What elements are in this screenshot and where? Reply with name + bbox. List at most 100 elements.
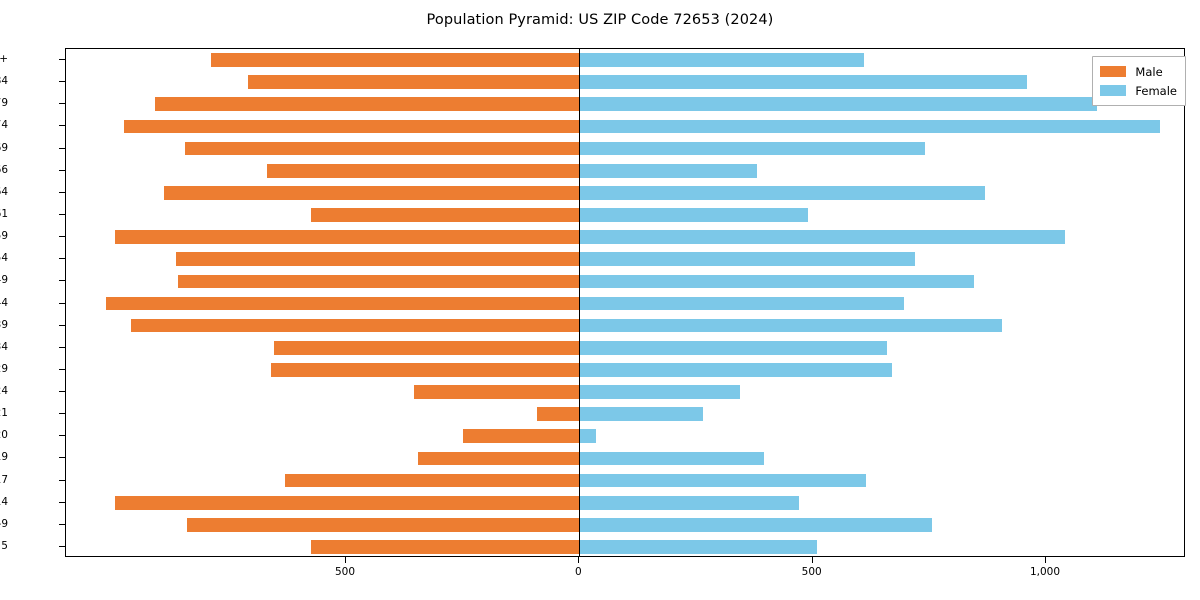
y-axis-tick-mark [59, 125, 65, 127]
bar-row [66, 495, 1184, 510]
y-axis-tick-mark [59, 81, 65, 83]
bar-male [175, 252, 580, 267]
y-axis-tick-label: 25-29 [0, 362, 8, 375]
y-axis-tick-label: 45-49 [0, 274, 8, 287]
y-axis-tick-mark [59, 391, 65, 393]
y-axis-tick-label: 60-61 [0, 207, 8, 220]
bar-female [579, 340, 888, 355]
x-axis-tick-mark [811, 557, 813, 563]
x-axis-tick-mark [345, 557, 346, 563]
bar-row [66, 119, 1184, 134]
y-axis-tick-mark [59, 435, 65, 437]
bar-row [66, 429, 1184, 444]
y-axis-tick-mark [59, 213, 65, 215]
y-axis-tick-mark [59, 324, 65, 326]
bar-female [579, 473, 867, 488]
bar-female [579, 296, 904, 311]
chart-legend: Male Female [1092, 56, 1186, 106]
x-axis-tick-mark [578, 557, 580, 563]
bar-male [187, 517, 580, 532]
center-axis-line [578, 49, 580, 556]
y-axis-tick-label: 5-9 [0, 517, 8, 530]
bar-female [579, 540, 818, 554]
bar-female [579, 75, 1028, 90]
y-axis-tick-label: 22-24 [0, 385, 8, 398]
bar-row [66, 451, 1184, 466]
bar-female [579, 185, 986, 200]
plot-area [65, 48, 1185, 557]
y-axis-tick-label: 10-14 [0, 495, 8, 508]
bar-row [66, 318, 1184, 333]
bar-male [185, 141, 580, 156]
bar-row [66, 252, 1184, 267]
y-axis-tick-label: 15-17 [0, 473, 8, 486]
y-axis-tick-mark [59, 346, 65, 348]
bar-row [66, 97, 1184, 112]
bar-male [311, 540, 580, 554]
bar-male [537, 407, 580, 421]
y-axis-tick-label: 80-84 [0, 75, 8, 88]
bar-row [66, 517, 1184, 532]
bar-row [66, 363, 1184, 377]
bar-female [579, 495, 799, 510]
bar-row [66, 75, 1184, 90]
bar-male [311, 208, 580, 222]
bar-female [579, 318, 1002, 333]
y-axis-tick-label: 50-54 [0, 252, 8, 265]
y-axis-tick-label: 55-59 [0, 230, 8, 243]
bar-row [66, 53, 1184, 67]
bar-male [266, 163, 580, 178]
bar-male [115, 230, 580, 244]
y-axis-tick-mark [59, 545, 65, 547]
bar-male [418, 451, 580, 466]
bar-male [124, 119, 580, 134]
bar-row [66, 163, 1184, 178]
bar-female [579, 363, 892, 377]
chart-title: Population Pyramid: US ZIP Code 72653 (2… [426, 12, 774, 28]
bar-male [131, 318, 580, 333]
bar-female [579, 274, 974, 289]
y-axis-tick-label: 20 [0, 429, 8, 442]
bar-row [66, 208, 1184, 222]
bars-layer [66, 49, 1184, 556]
legend-item: Female [1100, 81, 1177, 100]
bar-male [248, 75, 580, 90]
y-axis-tick-label: 62-64 [0, 185, 8, 198]
y-axis-tick-mark [59, 103, 65, 105]
y-axis-tick-mark [59, 368, 65, 370]
y-axis-tick-mark [59, 236, 65, 238]
legend-label: Male [1135, 64, 1163, 79]
bar-male [413, 385, 580, 399]
y-axis-tick-label: Under 5 [0, 539, 8, 552]
y-axis-tick-label: 70-74 [0, 119, 8, 132]
y-axis-tick-label: 35-39 [0, 318, 8, 331]
bar-row [66, 296, 1184, 311]
x-axis-tick-label: 500 [801, 566, 822, 578]
y-axis-tick-label: 21 [0, 407, 8, 420]
y-axis-tick-mark [59, 147, 65, 149]
bar-row [66, 230, 1184, 244]
bar-female [579, 163, 757, 178]
bar-male [462, 429, 580, 444]
bar-female [579, 53, 864, 67]
y-axis-tick-mark [59, 280, 65, 282]
legend-item: Male [1100, 62, 1177, 81]
y-axis-tick-mark [59, 479, 65, 481]
y-axis-tick-mark [59, 501, 65, 503]
bar-female [579, 517, 932, 532]
x-axis-tick-label: 0 [574, 566, 582, 578]
bar-female [579, 252, 916, 267]
bar-row [66, 473, 1184, 488]
bar-row [66, 385, 1184, 399]
y-axis-tick-mark [59, 523, 65, 525]
y-axis-tick-label: 40-44 [0, 296, 8, 309]
y-axis-tick-label: 85+ [0, 53, 8, 66]
y-axis-tick-mark [59, 258, 65, 260]
y-axis-tick-label: 75-79 [0, 97, 8, 110]
bar-male [273, 340, 580, 355]
bar-male [178, 274, 580, 289]
bar-female [579, 451, 764, 466]
bar-female [579, 208, 808, 222]
x-axis-tick-label: 1,000 [1029, 566, 1061, 578]
y-axis-tick-label: 67-69 [0, 141, 8, 154]
